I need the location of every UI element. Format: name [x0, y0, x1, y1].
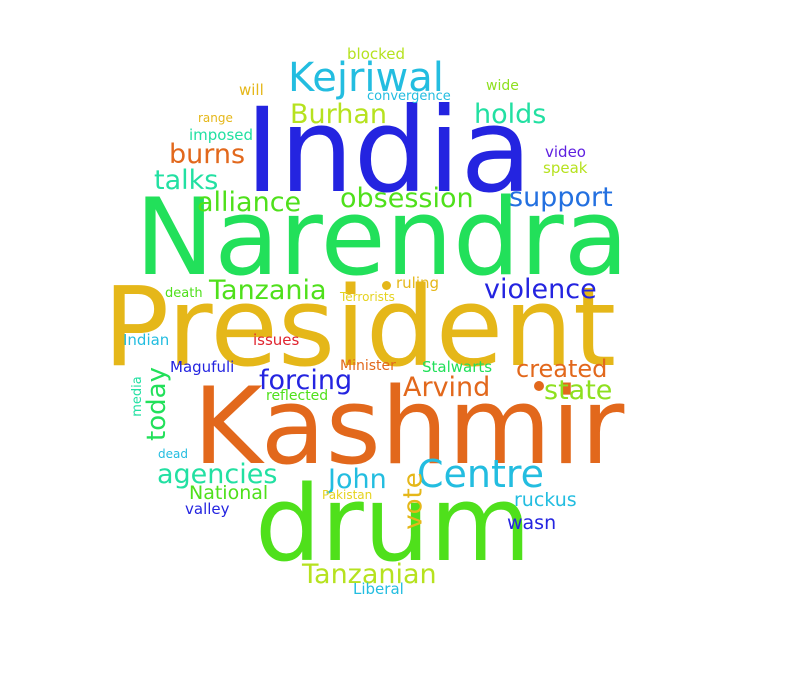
word-magufuli: Magufuli — [170, 358, 235, 376]
word-centre: Centre — [417, 452, 545, 496]
word-wasn: wasn — [507, 512, 557, 534]
word-minister: Minister — [340, 358, 396, 374]
word-burns: burns — [169, 139, 246, 170]
word-range: range — [198, 111, 233, 125]
word-pakistan: Pakistan — [322, 488, 373, 502]
word-wide: wide — [486, 78, 519, 94]
word-tanzania: Tanzania — [209, 275, 327, 306]
word-stalwarts: Stalwarts — [422, 358, 493, 376]
word-tanzanian: Tanzanian — [302, 559, 437, 590]
word-alliance: alliance — [197, 187, 302, 218]
word-death: death — [165, 286, 203, 301]
word-violence: violence — [484, 274, 597, 305]
word-support: support — [509, 182, 613, 213]
word-valley: valley — [185, 500, 230, 518]
word-kashmir: Kashmir — [193, 365, 625, 488]
word-will: will — [239, 81, 264, 99]
word-liberal: Liberal — [353, 580, 404, 598]
word-burhan: Burhan — [290, 99, 388, 130]
word-ruling: ruling — [396, 274, 440, 292]
word-india: India — [245, 82, 533, 219]
word-speak: speak — [543, 159, 588, 177]
word-arvind: Arvind — [403, 372, 491, 403]
word-drum: drum — [255, 463, 531, 585]
word-video: video — [545, 143, 586, 161]
word-holds: holds — [474, 99, 547, 130]
word-today: today — [141, 367, 172, 441]
word-john: John — [328, 464, 387, 495]
word-imposed: imposed — [189, 126, 254, 144]
dot-glyph — [382, 281, 391, 290]
word-state: state — [544, 375, 613, 406]
word-convergence: convergence — [367, 89, 451, 104]
dot-glyph — [534, 381, 544, 391]
word-media: media — [129, 376, 145, 417]
word-agencies: agencies — [157, 459, 278, 490]
word-issues: issues — [253, 331, 300, 349]
word-terrorists: Terrorists — [340, 290, 395, 304]
word-forcing: forcing — [259, 365, 353, 396]
word-vote: vote — [398, 472, 429, 530]
word-obsession: obsession — [340, 183, 474, 214]
word-dead: dead — [158, 447, 188, 461]
word-blocked: blocked — [347, 45, 406, 63]
word-reflected: reflected — [266, 388, 329, 404]
word-kejriwal: Kejriwal — [288, 55, 444, 101]
word-ruckus: ruckus — [514, 489, 577, 511]
word-narendra: Narendra — [135, 176, 629, 299]
word-indian: Indian — [123, 331, 170, 349]
word-national: National — [189, 482, 269, 504]
word-president: President — [103, 263, 617, 391]
word-created: created — [516, 355, 608, 383]
word-talks: talks — [154, 165, 219, 196]
